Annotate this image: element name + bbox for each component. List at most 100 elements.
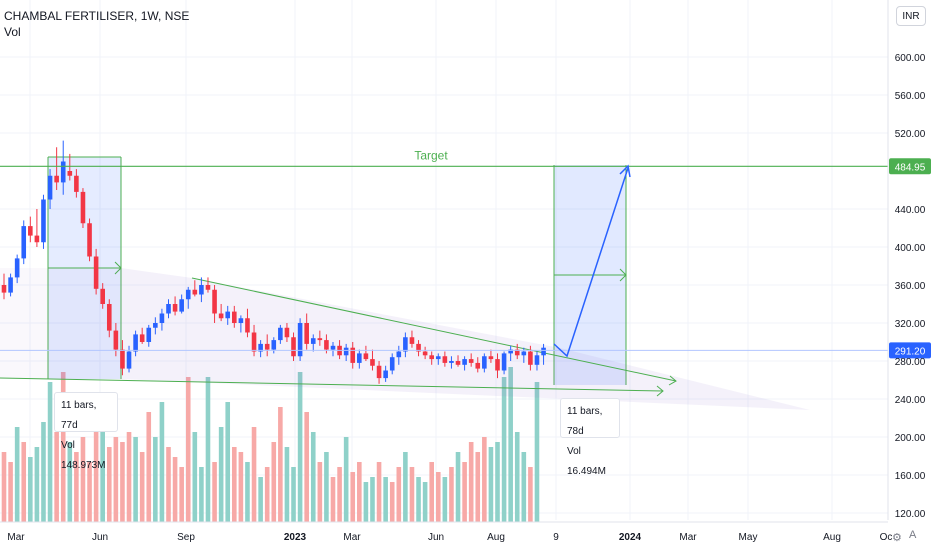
candle-body [185, 289, 191, 300]
volume-bar [139, 452, 145, 522]
price-axis[interactable]: 600.00 560.00 520.00 484.95 440.00 400.00 360.… [887, 0, 932, 520]
volume-bar [47, 382, 53, 522]
volume-bar [153, 437, 158, 522]
candle-body [317, 338, 323, 341]
price-tick-label: 160.00 [895, 471, 926, 482]
candle-body [1, 285, 7, 293]
volume-bar [310, 432, 316, 522]
candle-body [251, 332, 257, 352]
price-tick-label: 240.00 [895, 395, 926, 406]
volume-bar [28, 457, 33, 522]
volume-bar [8, 462, 13, 522]
settings-icon[interactable]: ⚙ [892, 532, 902, 544]
candle-body [106, 304, 112, 331]
volume-bar [133, 437, 138, 522]
volume-bar [330, 477, 336, 522]
left-measure-volume: Vol 148.973M [61, 440, 106, 471]
volume-bar [179, 467, 184, 522]
volume-bar [343, 437, 349, 522]
auto-scale-icon[interactable]: A [909, 529, 917, 541]
candle-body [28, 226, 33, 236]
volume-bar [482, 437, 487, 522]
volume-bar [488, 447, 494, 522]
last-price-badge [889, 342, 931, 359]
volume-bar [1, 452, 7, 522]
volume-bar [205, 377, 211, 522]
candle-body [21, 226, 27, 259]
candle-body [442, 356, 448, 363]
candle-body [192, 289, 198, 295]
candle-body [80, 191, 86, 224]
candlesticks [1, 140, 546, 384]
target-price-badge [889, 158, 931, 175]
time-tick-label: Aug [487, 532, 505, 543]
symbol-title[interactable]: CHAMBAL FERTILISER, 1W, NSE [4, 9, 190, 23]
candle-body [133, 334, 138, 352]
volume-bar [126, 432, 132, 522]
volume-bar [383, 477, 388, 522]
candle-body [468, 359, 474, 363]
volume-bar [159, 402, 165, 522]
time-tick-label: Mar [679, 532, 697, 543]
price-tick-label: 120.00 [895, 509, 926, 520]
volume-bar [54, 432, 59, 522]
candle-body [179, 299, 184, 312]
right-measure-info: 11 bars, 78d Vol 16.494M [560, 398, 620, 477]
candle-body [60, 161, 66, 183]
volume-bar [370, 477, 375, 522]
measure-box-right[interactable] [553, 165, 627, 385]
time-tick-label: 2023 [284, 532, 307, 543]
volume-bar [297, 372, 303, 522]
candle-body [297, 323, 303, 357]
candle-body [67, 171, 73, 176]
volume-bar [449, 467, 454, 522]
time-axis[interactable]: Mar Jun Sep 2023 Mar Jun Aug 9 2024 Mar May Aug Oc [0, 521, 932, 550]
volume-bar [475, 452, 481, 522]
volume-bar [376, 462, 382, 522]
candle-body [389, 357, 395, 371]
candle-body [343, 347, 349, 356]
volume-bar [350, 472, 356, 522]
volume-bar [442, 477, 448, 522]
projection-line [553, 167, 629, 358]
candle-body [429, 355, 434, 360]
price-tick-label: 320.00 [895, 319, 926, 330]
candle-body [8, 277, 13, 293]
candle-body [528, 351, 533, 365]
volume-bar [284, 447, 290, 522]
volume-bar [80, 437, 86, 522]
candle-body [126, 351, 132, 369]
volume-bar [416, 477, 421, 522]
volume-bar [225, 402, 231, 522]
falling-wedge-pattern[interactable] [0, 268, 810, 410]
right-arrow-head [619, 268, 627, 282]
volume-bar [67, 442, 73, 522]
time-tick-label: Jun [92, 532, 108, 543]
candle-body [422, 351, 428, 356]
currency-button[interactable]: INR [896, 6, 926, 26]
candle-body [396, 351, 402, 358]
time-tick-label: Sep [177, 532, 195, 543]
candle-body [350, 347, 356, 363]
candle-body [330, 345, 336, 350]
volume-bar [166, 447, 171, 522]
left-measure-bars: 11 bars, 77d [61, 400, 97, 431]
candle-body [284, 327, 290, 338]
candle-body [245, 318, 250, 333]
volume-bar [528, 467, 533, 522]
volume-bar [41, 422, 46, 522]
candle-body [166, 304, 171, 314]
volume-legend-label[interactable]: Vol [4, 25, 21, 39]
candle-body [475, 362, 481, 369]
volume-bar [521, 452, 527, 522]
volume-bar [120, 442, 125, 522]
price-tick-label: 560.00 [895, 91, 926, 102]
candle-body [501, 353, 507, 371]
volume-bar [357, 462, 362, 522]
projection-arrow [619, 164, 631, 178]
candle-body [455, 361, 461, 365]
candle-body [370, 359, 375, 366]
volume-bar [100, 427, 105, 522]
right-measure-volume: Vol 16.494M [567, 446, 606, 477]
